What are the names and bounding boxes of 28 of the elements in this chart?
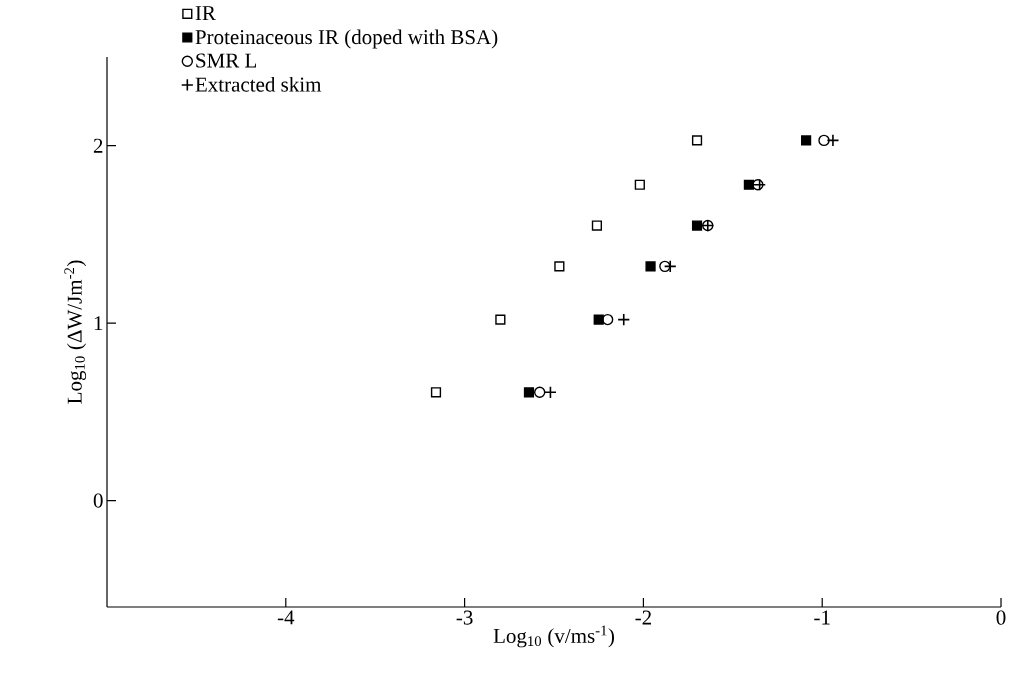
x-tick-label: -4 xyxy=(277,610,295,625)
legend-label: Proteinaceous IR (doped with BSA) xyxy=(195,29,498,49)
x-axis-title: Log$_{10}$ (v/ms$^{-1}$) xyxy=(493,625,615,648)
legend-label: IR xyxy=(195,6,216,20)
point xyxy=(430,387,442,398)
point xyxy=(593,314,604,325)
point xyxy=(801,135,812,146)
x-tick-label: -2 xyxy=(635,610,651,625)
point xyxy=(495,314,506,325)
point xyxy=(645,261,656,272)
point xyxy=(523,387,535,398)
y-tick-label: 0 xyxy=(93,493,103,508)
y-tick-label: 2 xyxy=(93,138,103,153)
y-tick-label: 1 xyxy=(94,316,103,331)
legend-label: SMR L xyxy=(196,53,257,68)
point xyxy=(634,179,645,190)
y-axis-title: Log$_{10}$ (ΔW/Jm$^{-2}$) xyxy=(64,260,87,404)
point xyxy=(663,259,677,273)
point xyxy=(691,135,703,146)
x-tick-label: -1 xyxy=(814,610,830,625)
point xyxy=(659,260,671,273)
point xyxy=(591,220,603,231)
point xyxy=(554,261,565,272)
x-tick-label: 0 xyxy=(996,610,1006,625)
x-tick-label: -3 xyxy=(456,610,473,625)
point xyxy=(617,313,631,326)
legend-label: Extracted skim xyxy=(195,76,322,92)
point xyxy=(691,220,703,231)
